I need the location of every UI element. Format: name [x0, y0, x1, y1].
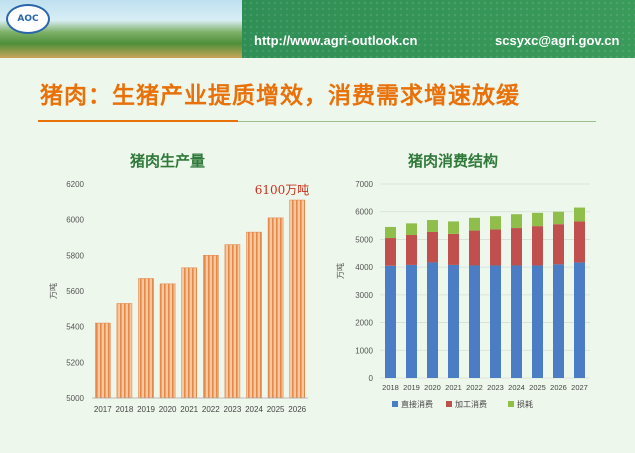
consumption-chart-title: 猪肉消费结构 [408, 152, 499, 170]
consumption-bar-segment [448, 264, 459, 378]
consumption-xtick-label: 2027 [571, 383, 588, 392]
title-divider-accent [38, 120, 238, 122]
consumption-ytick-label: 1000 [355, 346, 373, 355]
production-bar [116, 303, 133, 399]
legend-swatch [508, 401, 514, 407]
aoc-logo: AOC [6, 4, 50, 34]
title-divider [38, 121, 596, 122]
production-xtick-label: 2024 [245, 405, 263, 414]
production-ytick-label: 6200 [66, 180, 84, 189]
consumption-ylabel: 万吨 [335, 263, 345, 279]
consumption-xtick-label: 2018 [382, 383, 399, 392]
production-bar [159, 283, 176, 399]
consumption-bar-segment [511, 265, 522, 378]
header-bar: AOC http://www.agri-outlook.cn scsyxc@ag… [0, 0, 635, 58]
legend-swatch [446, 401, 452, 407]
consumption-ytick-label: 5000 [355, 235, 373, 244]
production-chart-title: 猪肉生产量 [130, 152, 206, 170]
consumption-bar-segment [385, 238, 396, 266]
consumption-xtick-label: 2022 [466, 383, 483, 392]
consumption-bar-segment [448, 233, 459, 265]
consumption-bar-segment [553, 224, 564, 265]
production-xtick-label: 2026 [288, 405, 306, 414]
consumption-xtick-label: 2020 [424, 383, 441, 392]
production-xtick-label: 2021 [180, 405, 198, 414]
consumption-ytick-label: 0 [369, 374, 374, 383]
production-ytick-label: 5200 [66, 358, 84, 367]
consumption-bar-segment [532, 212, 543, 227]
consumption-ytick-label: 2000 [355, 319, 373, 328]
production-bar [224, 244, 241, 399]
production-xtick-label: 2018 [116, 405, 134, 414]
production-annotation: 6100万吨 [255, 183, 310, 197]
consumption-bar-segment [511, 214, 522, 229]
consumption-bar-segment [469, 230, 480, 266]
consumption-xtick-label: 2025 [529, 383, 546, 392]
header-pattern [242, 0, 635, 58]
consumption-xtick-label: 2019 [403, 383, 420, 392]
production-ytick-label: 6000 [66, 216, 84, 225]
consumption-bar-segment [553, 211, 564, 225]
production-bar [246, 231, 262, 399]
production-bar [203, 255, 219, 399]
production-bar [267, 217, 284, 399]
consumption-bar-segment [448, 221, 459, 234]
consumption-bar-segment [406, 234, 417, 265]
consumption-bar-segment [574, 221, 585, 263]
production-xtick-label: 2025 [267, 405, 285, 414]
consumption-xtick-label: 2021 [445, 383, 462, 392]
production-bar [181, 267, 197, 399]
consumption-bar-segment [574, 262, 585, 378]
consumption-xtick-label: 2026 [550, 383, 567, 392]
legend-label: 直接消费 [401, 399, 433, 409]
landscape-banner: AOC [0, 0, 242, 58]
production-xtick-label: 2022 [202, 405, 220, 414]
consumption-bar-segment [385, 265, 396, 378]
consumption-bar-segment [574, 207, 585, 222]
consumption-ytick-label: 7000 [355, 180, 373, 189]
consumption-bar-segment [406, 264, 417, 378]
consumption-bar-segment [427, 262, 438, 378]
logo-text: AOC [17, 14, 39, 24]
consumption-bar-segment [469, 265, 480, 378]
production-ytick-label: 5600 [66, 287, 84, 296]
production-ylabel: 万吨 [48, 283, 58, 299]
production-xtick-label: 2019 [137, 405, 155, 414]
production-xtick-label: 2023 [224, 405, 242, 414]
website-url[interactable]: http://www.agri-outlook.cn [254, 33, 418, 48]
consumption-bar-segment [427, 231, 438, 263]
production-ytick-label: 5000 [66, 394, 84, 403]
consumption-bar-segment [427, 220, 438, 232]
contact-email[interactable]: scsyxc@agri.gov.cn [495, 33, 620, 48]
legend-label: 损耗 [517, 399, 533, 409]
consumption-ytick-label: 3000 [355, 291, 373, 300]
consumption-bar-segment [553, 264, 564, 378]
production-xtick-label: 2020 [159, 405, 177, 414]
consumption-bar-segment [490, 265, 501, 378]
consumption-bar-segment [511, 228, 522, 266]
consumption-bar-segment [385, 226, 396, 239]
consumption-xtick-label: 2024 [508, 383, 525, 392]
consumption-ytick-label: 4000 [355, 263, 373, 272]
production-ytick-label: 5800 [66, 251, 84, 260]
consumption-ytick-label: 6000 [355, 208, 373, 217]
production-xtick-label: 2017 [94, 405, 112, 414]
slide-title: 猪肉：生猪产业提质增效，消费需求增速放缓 [40, 83, 520, 109]
legend-swatch [392, 401, 398, 407]
consumption-bar-segment [490, 216, 501, 230]
consumption-chart: 0 1000 2000 3000 4000 5000 6000 7000 万吨 2018 2019 2… [335, 180, 590, 409]
legend-label: 加工消费 [455, 399, 487, 409]
consumption-bar-segment [469, 217, 480, 231]
production-ytick-label: 5400 [66, 323, 84, 332]
consumption-bar-segment [406, 223, 417, 235]
consumption-bar-segment [532, 265, 543, 378]
consumption-bar-segment [490, 229, 501, 266]
production-bar [138, 278, 154, 399]
consumption-xtick-label: 2023 [487, 383, 504, 392]
production-bar [95, 322, 111, 399]
consumption-bar-segment [532, 226, 543, 266]
production-bar [289, 199, 306, 399]
